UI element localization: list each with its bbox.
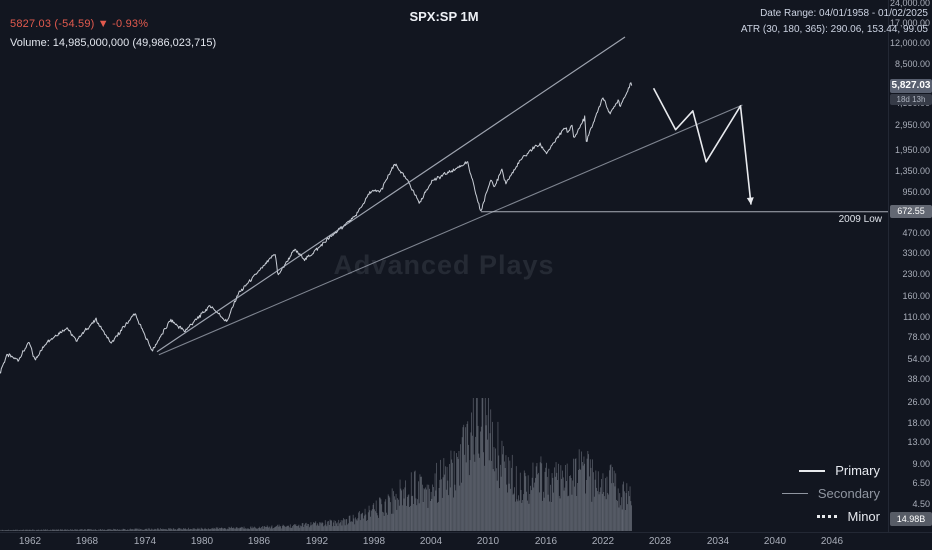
price-axis-label: 9.00 bbox=[912, 459, 930, 469]
price-axis-label: 4.50 bbox=[912, 499, 930, 509]
legend: Primary Secondary Minor bbox=[781, 459, 880, 528]
price-axis-label: 160.00 bbox=[902, 291, 930, 301]
projection-path bbox=[652, 87, 754, 205]
legend-label-minor: Minor bbox=[847, 509, 880, 524]
price-axis-label: 110.00 bbox=[903, 312, 930, 322]
time-axis-label: 1974 bbox=[133, 536, 157, 547]
price-axis-label: 950.00 bbox=[902, 187, 930, 197]
price-axis-label: 13.00 bbox=[907, 437, 930, 447]
time-axis-label: 2010 bbox=[476, 536, 500, 547]
volume-readout-text: Volume: 14,985,000,000 (49,986,023,715) bbox=[10, 37, 217, 49]
volume-bars bbox=[0, 398, 632, 531]
secondary-trendline bbox=[158, 104, 743, 356]
atr-readout-text: ATR (30, 180, 365): 290.06, 153.44, 99.0… bbox=[740, 24, 928, 35]
price-axis-label: 38.00 bbox=[907, 374, 930, 384]
price-axis-label: 18.00 bbox=[907, 418, 930, 428]
time-axis-label: 2016 bbox=[534, 536, 558, 547]
price-axis-label: 78.00 bbox=[907, 332, 930, 342]
time-axis-label: 2022 bbox=[591, 536, 615, 547]
last-quote-text: 5827.03 (-54.59) ▼ -0.93% bbox=[10, 18, 149, 30]
secondary-line-sample-icon bbox=[781, 493, 808, 494]
price-axis-label: 230.00 bbox=[902, 269, 930, 279]
price-line bbox=[0, 82, 633, 374]
legend-item-minor[interactable]: Minor bbox=[782, 505, 880, 528]
price-axis-label: 470.00 bbox=[902, 228, 930, 238]
legend-item-primary[interactable]: Primary bbox=[782, 459, 880, 482]
legend-item-secondary[interactable]: Secondary bbox=[781, 482, 880, 505]
time-axis-label: 1980 bbox=[190, 536, 214, 547]
minor-dotted-sample-icon bbox=[817, 515, 838, 518]
price-axis-label: 1,350.00 bbox=[894, 166, 930, 176]
price-axis-label: 330.00 bbox=[902, 248, 930, 258]
legend-label-primary: Primary bbox=[835, 463, 880, 478]
time-axis-label: 1986 bbox=[247, 536, 271, 547]
price-axis-label: 26.00 bbox=[907, 397, 930, 407]
last-price-badge: 5,827.03 bbox=[890, 79, 932, 93]
chart-info-panel: Date Range: 04/01/1958 - 01/02/2025 ATR … bbox=[741, 6, 928, 38]
time-axis-label: 1968 bbox=[75, 536, 99, 547]
price-axis-label: 1,950.00 bbox=[894, 145, 930, 155]
price-axis-label: 12,000.00 bbox=[889, 38, 930, 48]
time-axis-label: 1998 bbox=[362, 536, 386, 547]
time-axis-label: 2046 bbox=[820, 536, 844, 547]
primary-trendline bbox=[156, 36, 626, 353]
time-axis-label: 1962 bbox=[18, 536, 42, 547]
time-axis-label: 2034 bbox=[706, 536, 730, 547]
date-range-text: Date Range: 04/01/1958 - 01/02/2025 bbox=[760, 8, 928, 19]
price-axis-label: 6.50 bbox=[912, 478, 930, 488]
symbol-readout: 5827.03 (-54.59) ▼ -0.93% Volume: 14,985… bbox=[10, 18, 216, 49]
chart-area[interactable]: 5827.03 (-54.59) ▼ -0.93% Volume: 14,985… bbox=[0, 0, 888, 532]
price-axis-label: 2,950.00 bbox=[894, 120, 930, 130]
time-axis-label: 2004 bbox=[419, 536, 443, 547]
chart-title: SPX:SP 1M bbox=[409, 9, 479, 24]
price-axis[interactable]: 5,827.03 18d 13h 672.55 14.98B 24,000.00… bbox=[888, 0, 932, 532]
price-axis-label: 17,000.00 bbox=[889, 18, 930, 28]
price-chart-canvas[interactable] bbox=[0, 0, 888, 532]
legend-label-secondary: Secondary bbox=[817, 486, 880, 501]
level-2009-price-badge: 672.55 bbox=[890, 205, 932, 218]
price-axis-label: 54.00 bbox=[907, 354, 930, 364]
time-axis-label: 2028 bbox=[648, 536, 672, 547]
projection-arrowhead bbox=[746, 197, 754, 205]
bar-countdown-badge: 18d 13h bbox=[890, 94, 932, 105]
last-volume-badge: 14.98B bbox=[890, 512, 932, 526]
time-axis[interactable]: 1962 1968 1974 1980 1986 1992 1998 2004 2010 2016… bbox=[0, 532, 932, 550]
primary-line-sample-icon bbox=[799, 469, 826, 472]
time-axis-label: 1992 bbox=[305, 536, 329, 547]
level-label-2009-low: 2009 Low bbox=[838, 214, 882, 225]
price-axis-label: 24,000.00 bbox=[889, 0, 930, 8]
price-axis-label: 8,500.00 bbox=[894, 59, 930, 69]
time-axis-label: 2040 bbox=[763, 536, 787, 547]
